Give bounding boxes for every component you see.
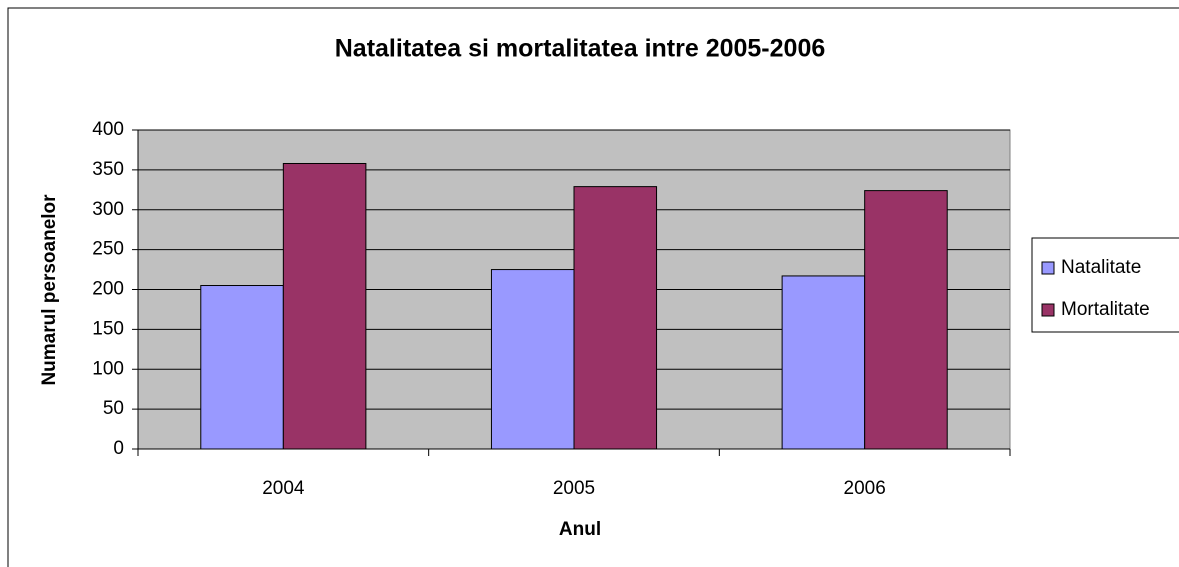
chart-title: Natalitatea si mortalitatea intre 2005-2… (335, 35, 826, 63)
bar (200, 285, 284, 450)
y-axis-label: Numarul persoanelor (39, 194, 60, 386)
bar (282, 162, 367, 450)
y-tick-label: 150 (92, 318, 124, 339)
legend-swatch (1041, 303, 1055, 317)
x-tick-label: 2004 (262, 478, 305, 499)
legend-label: Mortalitate (1061, 299, 1150, 320)
y-tick-label: 300 (92, 199, 124, 220)
y-tick-label: 0 (113, 438, 124, 459)
y-tick-label: 350 (92, 159, 124, 180)
legend-box (1031, 237, 1179, 333)
bar (864, 190, 948, 450)
y-tick-label: 100 (92, 358, 124, 379)
bar (573, 186, 658, 450)
x-tick-label: 2005 (553, 478, 595, 499)
y-tick-label: 250 (92, 239, 124, 260)
y-tick-label: 50 (103, 398, 124, 419)
x-tick-label: 2006 (844, 478, 886, 499)
legend-label: Natalitate (1061, 257, 1141, 278)
bar (781, 275, 866, 450)
y-tick-label: 400 (92, 119, 124, 140)
x-axis-label: Anul (559, 519, 601, 540)
bar (490, 269, 575, 450)
legend-swatch (1041, 261, 1055, 275)
y-tick-label: 200 (92, 279, 124, 300)
